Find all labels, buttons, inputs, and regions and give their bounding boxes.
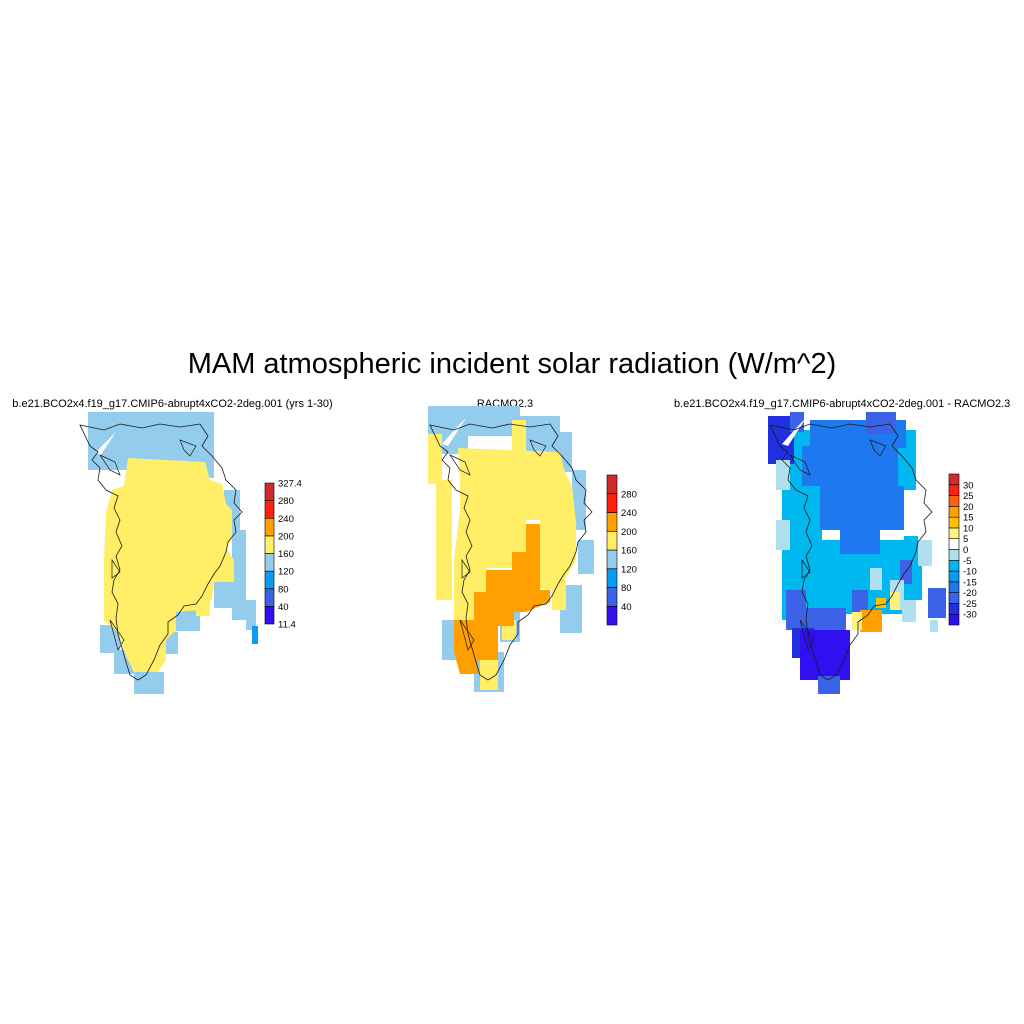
colorbar-tick-label: 40 xyxy=(621,602,632,613)
colorbar-swatch xyxy=(606,530,618,551)
colorbar-swatch xyxy=(948,495,960,507)
colorbar-tick-label: 11.4 xyxy=(278,620,296,631)
colorbar-swatch xyxy=(264,588,275,607)
missing-data-strip xyxy=(782,418,806,446)
colorbar-tick-label: 280 xyxy=(278,496,294,507)
map-panel-model: 11.4 40 80 120 160 200 240 280 327.4 xyxy=(79,412,302,694)
colorbar-swatch xyxy=(948,527,960,540)
colorbar-tick-label: 30 xyxy=(963,480,974,491)
colorbar-tick-label: 40 xyxy=(278,602,289,613)
colorbar-swatch xyxy=(948,506,960,518)
colorbar: 11.4 40 80 120 160 200 240 280 327.4 xyxy=(264,479,302,631)
colorbar-swatch xyxy=(606,493,618,513)
missing-data-strip xyxy=(96,432,116,456)
colorbar-tick-label: 15 xyxy=(963,513,974,524)
colorbar-swatch xyxy=(948,559,960,572)
colorbar-swatch xyxy=(948,581,960,593)
colorbar-swatch xyxy=(948,484,960,496)
colorbar-tick-label: 240 xyxy=(621,508,637,519)
colorbar-swatch xyxy=(264,517,275,537)
colorbar-swatch xyxy=(264,500,275,519)
colorbar-swatch xyxy=(606,587,618,607)
colorbar-swatch xyxy=(948,538,960,550)
colorbar-tick-label: -10 xyxy=(963,567,977,578)
colorbar-swatch xyxy=(948,516,960,529)
colorbar-tick-label: 200 xyxy=(278,531,294,542)
colorbar-tick-label: 120 xyxy=(621,564,637,575)
colorbar-swatch xyxy=(948,570,960,583)
colorbar-swatch xyxy=(948,603,960,615)
colorbar-swatch xyxy=(606,549,618,570)
colorbar-swatch xyxy=(264,606,275,625)
map-panel-racmo: 40 80 120 160 200 240 280 xyxy=(428,406,637,692)
colorbar-swatch xyxy=(606,474,618,495)
field-cells-dark-blue xyxy=(768,412,946,694)
colorbar-swatch xyxy=(606,512,618,532)
field-cells-warm xyxy=(852,592,900,632)
colorbar-swatch xyxy=(606,568,618,588)
colorbar-swatch xyxy=(264,482,275,501)
colorbar: 40 80 120 160 200 240 280 xyxy=(606,474,637,626)
colorbar-tick-label: 120 xyxy=(278,567,294,578)
missing-data-strip xyxy=(442,418,466,446)
colorbar-tick-label: 160 xyxy=(278,549,294,560)
panel-title-difference: b.e21.BCO2x4.f19_g17.CMIP6-abrupt4xCO2-2… xyxy=(674,398,1011,410)
colorbar-swatch xyxy=(264,553,275,572)
colorbar-tick-label: 160 xyxy=(621,546,637,557)
field-cell-blue xyxy=(252,626,258,644)
colorbar-swatch xyxy=(264,535,275,554)
colorbar-tick-label: -5 xyxy=(963,556,971,567)
colorbar-tick-label: 10 xyxy=(963,523,974,534)
colorbar-tick-label: -15 xyxy=(963,577,977,588)
colorbar-tick-label: 280 xyxy=(621,489,637,500)
field-cells-light xyxy=(776,460,938,632)
colorbar-tick-label: 200 xyxy=(621,527,637,538)
colorbar-swatch xyxy=(948,549,960,561)
colorbar-tick-label: 327.4 xyxy=(278,479,302,490)
colorbar-tick-label: 20 xyxy=(963,502,974,513)
colorbar-tick-label: 240 xyxy=(278,514,294,525)
colorbar-tick-label: 25 xyxy=(963,491,974,502)
field-cells-yellow xyxy=(104,458,234,672)
colorbar-swatch xyxy=(606,605,618,626)
colorbar-swatch xyxy=(264,570,275,590)
panel-title-model: b.e21.BCO2x4.f19_g17.CMIP6-abrupt4xCO2-2… xyxy=(12,398,333,410)
colorbar-tick-label: 0 xyxy=(963,545,968,556)
main-title: MAM atmospheric incident solar radiation… xyxy=(187,348,837,380)
colorbar-tick-label: 80 xyxy=(621,583,632,594)
colorbar-tick-label: -20 xyxy=(963,588,977,599)
field-cells-orange xyxy=(454,524,550,674)
colorbar-tick-label: 5 xyxy=(963,534,968,545)
colorbar-tick-label: -25 xyxy=(963,599,977,610)
colorbar-swatch xyxy=(948,613,960,626)
colorbar-swatch xyxy=(948,592,960,604)
field-cells-yellow xyxy=(428,420,576,690)
colorbar-tick-label: 80 xyxy=(278,584,289,595)
colorbar-tick-label: -30 xyxy=(963,610,977,621)
colorbar-swatch xyxy=(948,473,960,486)
